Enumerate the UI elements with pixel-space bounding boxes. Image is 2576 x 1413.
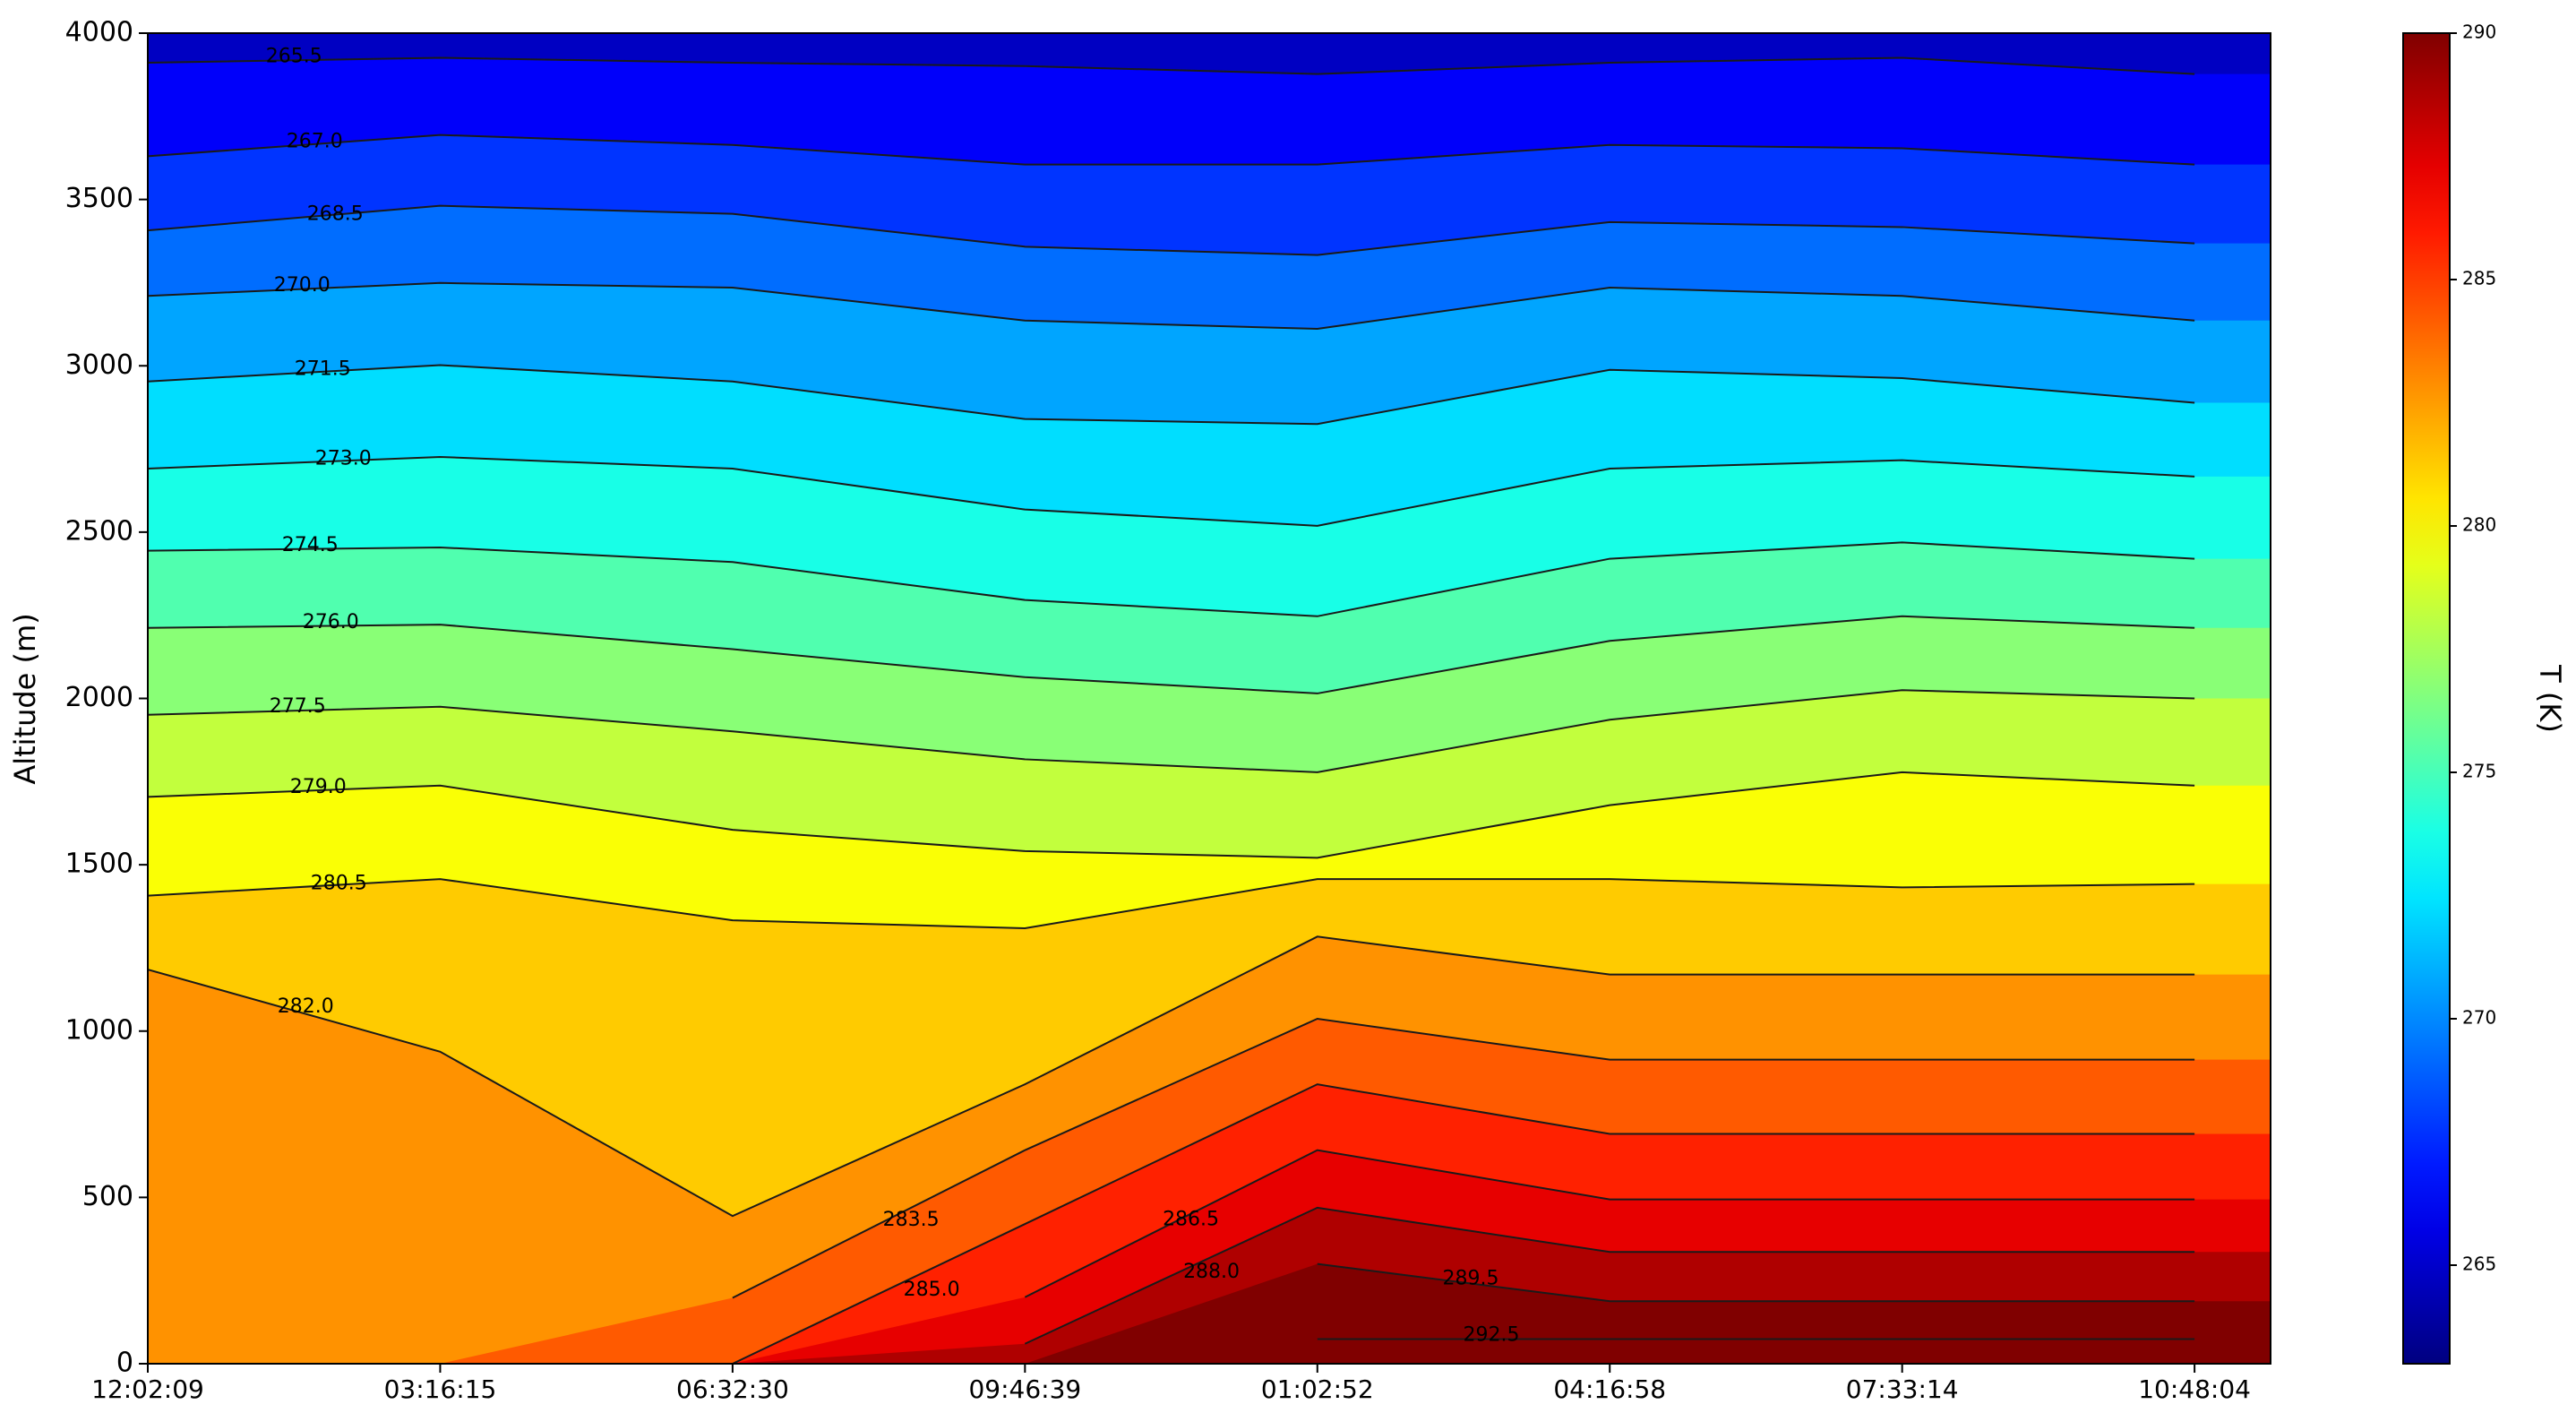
x-tick-label: 12:02:09 — [91, 1374, 204, 1404]
contour-line — [148, 771, 2195, 859]
y-tick-label: 1500 — [65, 849, 133, 880]
contour-label: 289.5 — [1443, 1267, 1499, 1289]
colorbar — [2402, 32, 2451, 1365]
contour-label: 283.5 — [883, 1209, 940, 1231]
y-tick-label: 500 — [82, 1181, 133, 1212]
contour-line — [148, 281, 2195, 331]
x-tick-label: 03:16:15 — [384, 1374, 497, 1404]
y-tick-label: 3500 — [65, 183, 133, 214]
contour-label: 282.0 — [278, 995, 334, 1018]
contour-label: 267.0 — [287, 130, 343, 152]
y-tick-label: 3000 — [65, 349, 133, 381]
colorbar-tick-label: 280 — [2462, 514, 2496, 536]
contour-line — [148, 56, 2195, 75]
contour-line — [1024, 1149, 2195, 1298]
contour-line — [148, 364, 2195, 426]
contour-label: 288.0 — [1183, 1261, 1240, 1283]
colorbar-tick-label: 285 — [2462, 268, 2496, 289]
contour-line — [732, 1083, 2195, 1364]
x-tick-label: 07:33:14 — [1846, 1374, 1959, 1404]
y-axis-label: Altitude (m) — [8, 613, 42, 784]
contour-label: 273.0 — [315, 447, 372, 470]
y-tick-label: 2500 — [65, 515, 133, 547]
contour-line — [148, 455, 2195, 527]
colorbar-tick-label: 265 — [2462, 1254, 2496, 1275]
y-tick-label: 0 — [116, 1348, 133, 1379]
contour-label: 285.0 — [904, 1279, 960, 1301]
y-tick-label: 2000 — [65, 682, 133, 713]
contour-line — [148, 204, 2195, 256]
contour-line — [1317, 1262, 2195, 1303]
x-tick-label: 01:02:52 — [1261, 1374, 1374, 1404]
contour-line — [148, 689, 2195, 773]
contour-label: 276.0 — [303, 611, 359, 633]
contour-label: 265.5 — [266, 45, 322, 67]
contour-label: 274.5 — [282, 534, 339, 556]
contour-line — [148, 935, 2195, 1218]
colorbar-tick-label: 290 — [2462, 22, 2496, 43]
contour-label: 270.0 — [274, 274, 331, 297]
colorbar-label: T (K) — [2533, 664, 2567, 733]
contour-label: 279.0 — [290, 776, 347, 798]
contour-label: 277.5 — [270, 695, 326, 718]
y-tick-label: 1000 — [65, 1014, 133, 1046]
colorbar-tick-label: 275 — [2462, 761, 2496, 782]
contour-line — [1024, 1206, 2195, 1345]
colorbar-tick-label: 270 — [2462, 1007, 2496, 1029]
contour-fill — [148, 1339, 2271, 1364]
contour-line — [148, 134, 2195, 166]
y-tick-label: 4000 — [65, 17, 133, 48]
plot-area: 265.5 267.0 268.5 270.0 271.5 273.0 274.5 276.0… — [148, 33, 2271, 1364]
contour-line — [732, 1017, 2195, 1299]
contour-line — [148, 541, 2195, 617]
contour-label: 292.5 — [1464, 1324, 1520, 1347]
contour-label: 286.5 — [1163, 1209, 1219, 1231]
contour-label: 280.5 — [311, 872, 367, 894]
x-tick-label: 09:46:39 — [968, 1374, 1081, 1404]
contour-line — [148, 615, 2195, 694]
contour-line — [148, 878, 2195, 930]
x-tick-label: 04:16:58 — [1553, 1374, 1666, 1404]
contour-label: 268.5 — [307, 202, 364, 225]
x-tick-label: 10:48:04 — [2138, 1374, 2251, 1404]
x-tick-label: 06:32:30 — [676, 1374, 789, 1404]
contour-label: 271.5 — [295, 358, 351, 381]
